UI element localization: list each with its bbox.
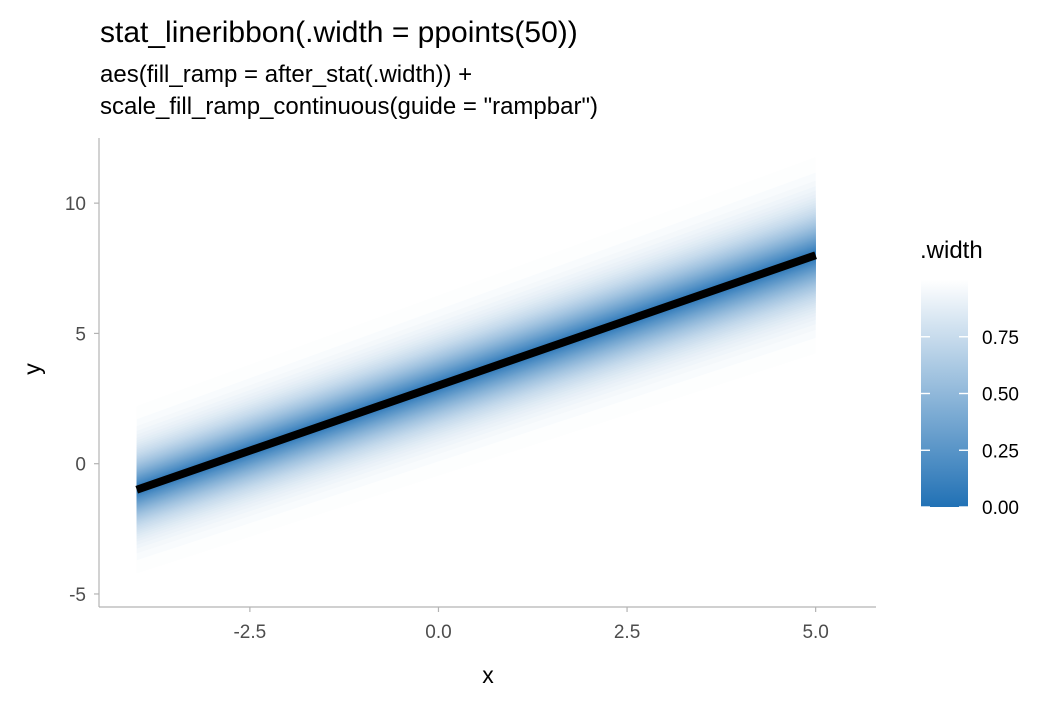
y-tick-label: 10 [65, 194, 86, 215]
chart-title: stat_lineribbon(.width = ppoints(50)) [100, 16, 578, 49]
y-tick-label: 0 [75, 455, 86, 476]
x-axis-ticks: -2.5 0.0 2.5 5.0 [233, 607, 829, 643]
series-line [135, 251, 817, 494]
x-tick-label: -2.5 [233, 622, 266, 643]
legend-tick-label: 0.75 [982, 328, 1019, 349]
y-tick-label: 5 [75, 324, 86, 345]
chart-subtitle-line-2: scale_fill_ramp_continuous(guide = "ramp… [100, 93, 598, 120]
legend: .width 0.00 0.25 0.50 0.75 [920, 237, 1019, 519]
legend-title: .width [920, 237, 983, 264]
x-tick-label: 0.0 [425, 622, 451, 643]
legend-tick-label: 0.50 [982, 385, 1019, 406]
axes [98, 138, 876, 608]
series-line-group [135, 251, 817, 494]
y-axis-ticks: -5 0 5 10 [65, 194, 99, 606]
ribbon-group [136, 157, 816, 574]
legend-ticks: 0.00 0.25 0.50 0.75 [921, 328, 1019, 519]
legend-tick-label: 0.25 [982, 441, 1019, 462]
x-tick-label: 2.5 [614, 622, 640, 643]
legend-tick-label: 0.00 [982, 498, 1019, 519]
chart-subtitle-line-1: aes(fill_ramp = after_stat(.width)) + [100, 61, 472, 88]
y-axis-title: y [19, 363, 45, 375]
x-tick-label: 5.0 [802, 622, 828, 643]
y-tick-label: -5 [69, 585, 86, 606]
x-axis-title: x [482, 662, 494, 688]
